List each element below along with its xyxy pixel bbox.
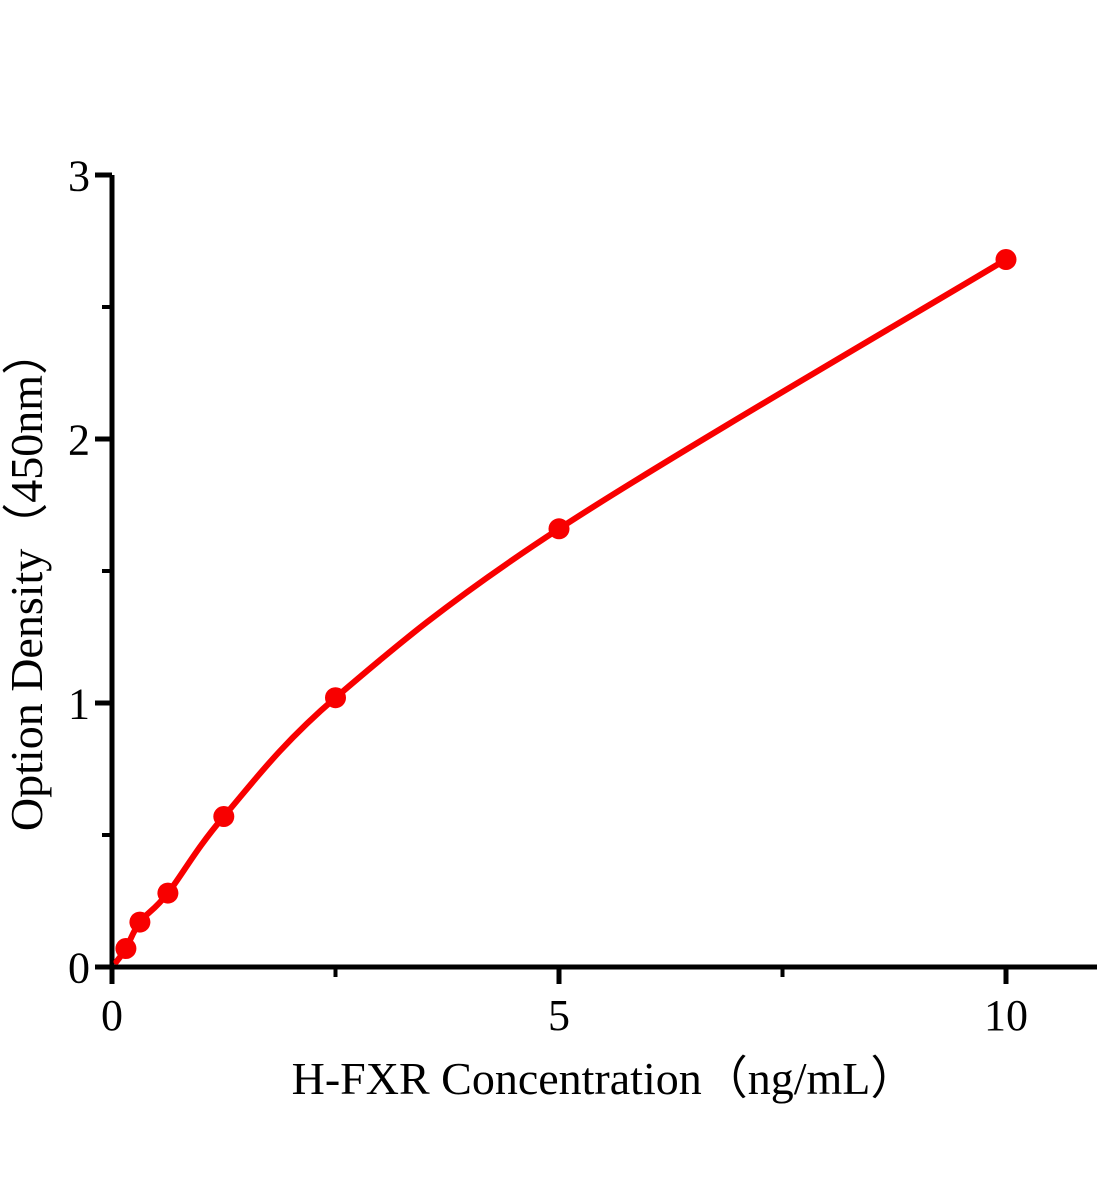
standard-curve-path — [113, 256, 1009, 965]
data-point-marker — [115, 938, 137, 959]
x-tick-label: 10 — [984, 991, 1028, 1040]
y-axis-title: Option Density（450nm） — [1, 329, 52, 831]
data-points — [115, 249, 1017, 959]
y-tick-label: 2 — [68, 415, 90, 464]
data-point-marker — [129, 911, 151, 933]
data-point-marker — [213, 806, 235, 827]
y-tick-label: 1 — [68, 679, 90, 728]
x-axis-title: H-FXR Concentration（ng/mL） — [292, 1053, 917, 1104]
data-point-marker — [995, 249, 1017, 270]
x-tick-label: 0 — [101, 991, 123, 1040]
axis-tick-labels: 0 5 10 0 1 2 3 — [68, 151, 1028, 1040]
y-tick-label: 3 — [68, 151, 90, 200]
data-point-marker — [157, 882, 179, 904]
y-tick-label: 0 — [68, 943, 90, 992]
data-point-marker — [325, 687, 346, 709]
standard-curve — [113, 256, 1009, 965]
axis-ticks — [95, 172, 1009, 984]
data-point-marker — [548, 518, 570, 540]
x-tick-label: 5 — [548, 991, 570, 1040]
